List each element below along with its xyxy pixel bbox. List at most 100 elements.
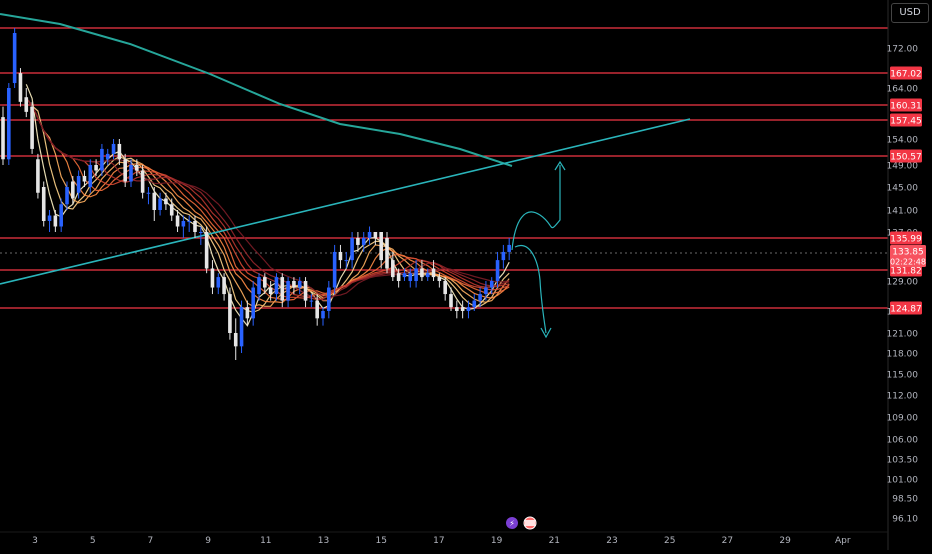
bearish-projection-arrow — [514, 244, 552, 339]
candle-body — [425, 273, 430, 278]
candle-body — [12, 33, 17, 84]
candle-body — [233, 333, 238, 347]
candle-body — [135, 165, 139, 171]
time-tick-label: 3 — [32, 536, 38, 546]
candle-body — [315, 300, 319, 319]
candle-body — [309, 300, 314, 302]
candle-body — [431, 268, 436, 278]
candle-body — [187, 221, 191, 222]
time-axis[interactable]: 3 5 7 9 11 13 15 17 19 21 23 25 27 29 Apr — [0, 531, 888, 546]
candle-body — [414, 268, 418, 281]
candle-body — [257, 277, 261, 295]
candle-body — [507, 244, 511, 252]
candle-body — [402, 273, 407, 278]
price-tick-label: 112.00 — [887, 392, 919, 402]
price-tick-label: 109.00 — [887, 414, 919, 424]
candle-body — [24, 97, 29, 112]
candle-body — [251, 287, 255, 319]
candle-body — [228, 294, 232, 333]
level-price-tag — [890, 66, 922, 80]
candle-body — [385, 237, 389, 269]
candle-body — [449, 294, 453, 308]
candle-body — [408, 273, 413, 281]
candle-body — [484, 287, 488, 295]
event-markers[interactable]: ⚡ — [506, 516, 537, 530]
candle-body — [152, 192, 157, 210]
candle-body — [175, 215, 180, 227]
price-tick-label: 141.00 — [887, 207, 919, 217]
price-tags: 167.02 160.31 157.45 150.57 135.99 131.82 124.… — [890, 66, 926, 315]
candle-body — [123, 159, 127, 182]
price-tick-label: 164.00 — [887, 85, 919, 95]
price-tick-label: 172.00 — [887, 45, 919, 55]
candle-body — [286, 281, 290, 301]
candle-body — [59, 204, 63, 227]
candle-body — [1, 117, 5, 160]
price-tick-label: 149.00 — [887, 162, 919, 172]
candle-body — [71, 181, 75, 199]
price-axis[interactable]: 172.00164.00154.00149.00145.00141.00137.… — [887, 0, 919, 550]
countdown-label: 02:22:48 — [890, 258, 926, 267]
candle-body — [443, 281, 447, 295]
candle-body — [280, 277, 285, 301]
price-tick-label: 145.00 — [887, 184, 919, 194]
candle-body — [379, 232, 383, 261]
candle-body — [460, 307, 465, 311]
level-price-tag-label: 124.87 — [890, 304, 922, 314]
candle-body — [344, 260, 349, 262]
currency-button[interactable]: USD — [891, 3, 929, 23]
price-tick-label: 129.00 — [887, 278, 919, 288]
candle-body — [210, 268, 215, 288]
candle-body — [100, 148, 104, 171]
time-tick-label: 23 — [606, 536, 617, 546]
price-tick-label: 96.10 — [892, 515, 918, 525]
level-price-tag-label: 167.02 — [890, 69, 922, 79]
price-tick-label: 106.00 — [887, 436, 919, 446]
candle-body — [193, 221, 197, 232]
price-tick-label: 118.00 — [887, 350, 919, 360]
level-price-tag — [890, 149, 922, 163]
candle-body — [53, 215, 58, 227]
time-tick-label: Apr — [835, 536, 851, 546]
level-price-tag-label: 150.57 — [890, 152, 922, 162]
candle-body — [367, 232, 372, 238]
candle-body — [455, 307, 459, 311]
us-flag-stripe-icon — [525, 520, 535, 526]
level-price-tag-label: 157.45 — [890, 116, 922, 126]
candle-body — [327, 287, 331, 311]
projection-paths — [511, 160, 566, 339]
price-tick-label: 115.00 — [887, 371, 919, 381]
candle-body — [76, 176, 81, 193]
level-price-tag-label: 160.31 — [890, 101, 922, 111]
candle-body — [216, 277, 221, 288]
candle-body — [158, 198, 162, 210]
candle-body — [489, 281, 494, 288]
time-tick-label: 9 — [205, 536, 211, 546]
candle-body — [332, 251, 337, 288]
candle-body — [222, 277, 226, 295]
trendline[interactable] — [0, 118, 691, 285]
candle-body — [501, 251, 506, 261]
level-price-tag — [890, 113, 922, 127]
current-price-tag — [890, 245, 926, 267]
candle-body — [245, 307, 250, 319]
candle-body — [361, 237, 366, 245]
ma-ribbon-line — [25, 97, 510, 301]
price-tick-label: 103.50 — [887, 456, 919, 466]
dividend-event-icon[interactable] — [506, 517, 518, 529]
candle-body — [338, 251, 343, 261]
candle-body — [65, 187, 69, 205]
level-price-tag — [890, 301, 922, 315]
candle-body — [94, 165, 98, 171]
candle-body — [36, 159, 40, 193]
candle-body — [478, 294, 482, 301]
bullish-projection-arrow — [511, 160, 566, 251]
candle-body — [204, 232, 209, 269]
candle-body — [350, 237, 354, 261]
candle-body — [88, 165, 93, 187]
level-price-tag-label: 131.82 — [890, 266, 922, 276]
candle-body — [396, 273, 401, 281]
time-tick-label: 17 — [433, 536, 444, 546]
